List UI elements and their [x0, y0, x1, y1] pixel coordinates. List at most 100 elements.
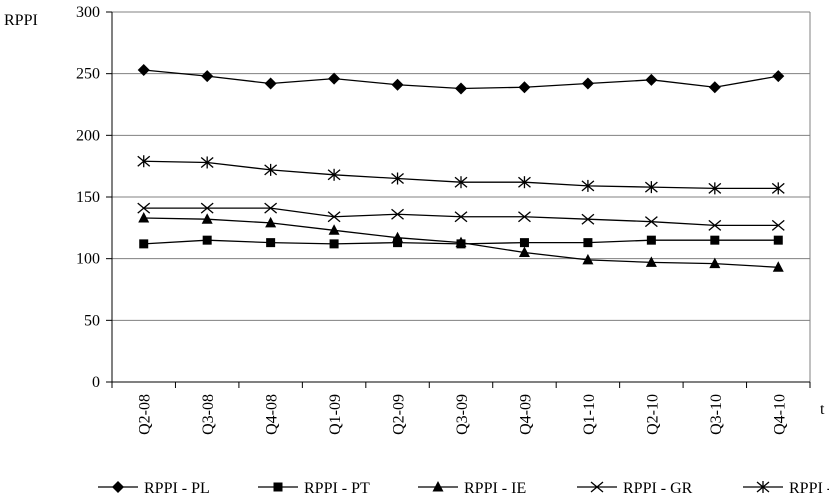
y-tick-label: 150	[76, 189, 100, 206]
legend-marker	[273, 482, 283, 492]
data-point	[771, 219, 785, 231]
x-tick-label: Q2-09	[391, 394, 408, 435]
data-point	[138, 211, 150, 223]
data-point	[202, 235, 212, 245]
series-x	[137, 202, 785, 231]
data-point	[328, 72, 341, 85]
data-point	[454, 176, 468, 189]
data-point	[710, 235, 720, 245]
ticks-layer: 0 50 100 150 200 250 300 Q2-08 Q3-08 Q4-08 Q1-09 Q2…	[76, 4, 811, 435]
x-axis-label: t	[820, 401, 825, 418]
data-point	[200, 156, 214, 169]
data-point	[137, 202, 151, 214]
legend-marker	[756, 481, 770, 493]
x-tick-label: Q3-08	[200, 394, 217, 435]
x-tick-label: Q1-10	[581, 394, 598, 435]
data-point	[772, 261, 784, 272]
y-axis-label: RPPI	[4, 12, 38, 29]
legend-label: RPPI - ES	[789, 480, 829, 497]
y-tick-label: 0	[92, 374, 100, 391]
y-tick-label: 200	[76, 127, 100, 144]
data-point	[137, 155, 151, 168]
data-point	[329, 239, 339, 249]
data-point	[327, 211, 341, 223]
x-tick-label: Q2-08	[137, 394, 154, 435]
data-point	[264, 77, 277, 90]
data-point	[391, 208, 404, 220]
data-point	[518, 211, 531, 223]
data-point	[266, 238, 276, 248]
data-point	[709, 257, 721, 269]
data-point	[392, 231, 404, 243]
y-tick-label: 300	[76, 4, 100, 21]
data-point	[137, 63, 150, 76]
data-point	[644, 216, 658, 228]
data-point	[708, 182, 722, 195]
data-point	[391, 78, 404, 91]
x-tick-label: Q3-09	[454, 394, 471, 435]
legend-layer: RPPI - PL RPPI - PT RPPI - IE RPPI - GR RPPI…	[98, 480, 829, 497]
data-point	[201, 70, 214, 83]
series-triangle	[138, 211, 784, 272]
series-diamond	[137, 63, 785, 95]
x-tick-label: Q4-10	[771, 394, 788, 435]
data-point	[454, 211, 468, 223]
x-tick-label: Q3-10	[708, 394, 725, 435]
data-point	[708, 81, 721, 94]
data-point	[645, 256, 657, 267]
legend-label: RPPI - PT	[304, 480, 370, 497]
x-tick-label: Q4-09	[517, 394, 534, 435]
grid-layer	[112, 11, 811, 382]
data-point	[645, 73, 658, 86]
legend-item: RPPI - ES	[743, 480, 829, 497]
y-tick-label: 100	[76, 251, 100, 268]
data-point	[581, 179, 595, 192]
data-point	[264, 202, 278, 214]
labels-layer: RPPI t	[4, 12, 825, 418]
data-point	[518, 81, 531, 94]
data-point	[771, 182, 785, 195]
x-tick-label: Q2-10	[644, 394, 661, 435]
legend-item: RPPI - IE	[418, 480, 526, 497]
x-tick-label: Q4-08	[264, 394, 281, 435]
legend-marker	[590, 481, 604, 493]
data-point	[455, 82, 467, 95]
legend-item: RPPI - PT	[258, 480, 370, 497]
legend-marker	[432, 481, 444, 492]
data-point	[582, 253, 594, 265]
data-point	[265, 216, 277, 228]
data-point	[772, 70, 785, 83]
data-point	[264, 163, 278, 176]
data-point	[201, 213, 213, 224]
data-point	[455, 236, 467, 248]
data-point	[519, 238, 529, 248]
data-point	[327, 168, 341, 181]
data-point	[581, 213, 595, 225]
data-point	[328, 224, 340, 235]
data-point	[518, 246, 530, 257]
y-tick-label: 50	[84, 312, 100, 329]
legend-item: RPPI - PL	[98, 480, 210, 497]
data-point	[139, 239, 149, 249]
legend-item: RPPI - GR	[577, 480, 693, 497]
data-point	[200, 202, 214, 214]
data-point	[773, 235, 783, 245]
data-point	[644, 181, 658, 194]
legend-label: RPPI - IE	[464, 480, 526, 497]
legend-label: RPPI - PL	[144, 480, 210, 497]
data-point	[391, 172, 404, 185]
data-point	[518, 176, 531, 189]
y-tick-label: 250	[76, 66, 100, 83]
data-point	[583, 238, 593, 248]
x-tick-label: Q1-09	[327, 394, 344, 435]
series-asterisk	[137, 155, 785, 195]
data-point	[581, 77, 594, 90]
data-point	[708, 219, 722, 231]
series-layer	[137, 63, 785, 272]
legend-marker	[112, 481, 124, 493]
legend-label: RPPI - GR	[623, 480, 693, 497]
data-point	[646, 235, 656, 245]
data-point	[393, 238, 403, 248]
